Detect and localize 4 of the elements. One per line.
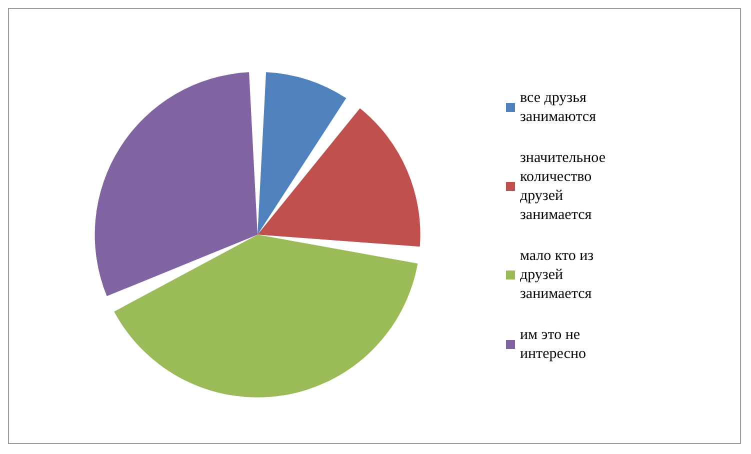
legend-label: им это не интересно	[520, 327, 586, 362]
legend-label: значительное количество друзей занимается	[520, 150, 610, 223]
legend-label: мало кто из друзей занимается	[520, 248, 598, 302]
legend-label: все друзья занимаются	[520, 90, 596, 125]
